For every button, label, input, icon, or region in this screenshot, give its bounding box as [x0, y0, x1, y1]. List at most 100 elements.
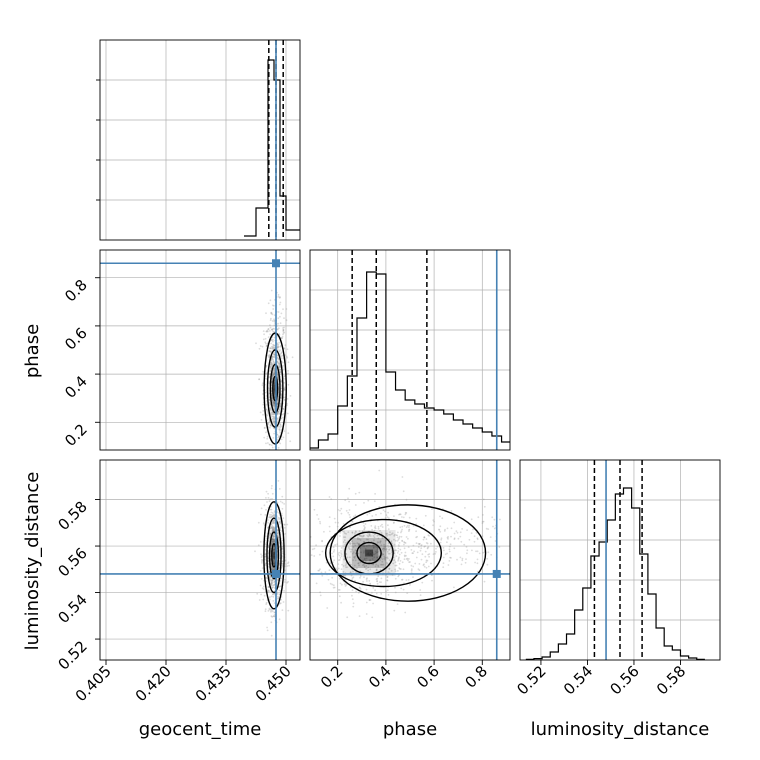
pair-phase-luminosity_distance-sample	[375, 578, 378, 581]
pair-phase-luminosity_distance-sample	[363, 527, 366, 530]
pair-geocent_time-luminosity_distance-sample	[271, 526, 273, 529]
pair-phase-luminosity_distance-sample	[328, 569, 331, 572]
pair-phase-luminosity_distance-sample	[408, 529, 410, 531]
pair-geocent_time-luminosity_distance-sample	[270, 582, 273, 585]
pair-phase-luminosity_distance-sample	[364, 548, 367, 550]
pair-geocent_time-phase-sample	[277, 446, 280, 449]
pair-phase-luminosity_distance-sample	[475, 532, 478, 534]
pair-geocent_time-luminosity_distance-sample	[278, 520, 281, 523]
pair-phase-luminosity_distance-sample	[387, 542, 390, 545]
pair-geocent_time-luminosity_distance-sample	[278, 539, 281, 541]
pair-geocent_time-phase-sample	[270, 339, 273, 341]
pair-geocent_time-phase-sample	[272, 358, 275, 361]
pair-geocent_time-phase-sample	[267, 336, 270, 338]
pair-geocent_time-phase-sample	[279, 370, 282, 373]
pair-phase-luminosity_distance-sample	[348, 509, 351, 511]
pair-phase-luminosity_distance-sample	[394, 561, 397, 564]
pair-geocent_time-luminosity_distance-sample	[273, 567, 276, 570]
pair-geocent_time-luminosity_distance-sample	[270, 615, 273, 618]
pair-phase-luminosity_distance-sample	[377, 527, 380, 530]
pair-geocent_time-phase-sample	[279, 402, 282, 405]
pair-geocent_time-luminosity_distance-sample	[269, 532, 271, 535]
pair-geocent_time-phase-sample	[273, 404, 276, 407]
pair-geocent_time-phase-sample	[286, 412, 289, 415]
pair-phase-luminosity_distance-sample	[410, 564, 413, 567]
pair-geocent_time-luminosity_distance-sample	[277, 595, 279, 598]
pair-geocent_time-phase-sample	[272, 330, 274, 333]
pair-phase-luminosity_distance-sample	[388, 552, 391, 555]
pair-phase-luminosity_distance-sample	[421, 581, 424, 584]
pair-geocent_time-luminosity_distance-sample	[273, 528, 276, 531]
pair-phase-luminosity_distance-sample	[349, 548, 351, 551]
pair-phase-luminosity_distance-sample	[318, 553, 321, 556]
pair-phase-luminosity_distance-sample	[397, 570, 399, 572]
pair-phase-luminosity_distance-sample	[401, 561, 404, 564]
pair-geocent_time-phase-sample	[283, 375, 286, 378]
pair-phase-luminosity_distance-sample	[375, 563, 378, 566]
pair-geocent_time-phase-truth-marker	[272, 259, 280, 268]
pair-geocent_time-phase-sample	[277, 322, 279, 325]
pair-phase-luminosity_distance-sample	[367, 499, 370, 502]
pair-phase-luminosity_distance-sample	[337, 559, 340, 562]
pair-phase-luminosity_distance-sample	[448, 545, 451, 548]
pair-geocent_time-luminosity_distance-sample	[283, 523, 285, 526]
pair-geocent_time-phase-sample	[272, 339, 274, 341]
pair-phase-luminosity_distance-sample	[353, 542, 356, 545]
pair-geocent_time-luminosity_distance-sample	[283, 590, 285, 592]
pair-geocent_time-phase-sample	[282, 330, 285, 332]
pair-geocent_time-phase-sample	[271, 356, 274, 359]
pair-phase-luminosity_distance-sample	[357, 536, 359, 539]
pair-phase-luminosity_distance-sample	[383, 547, 385, 549]
pair-geocent_time-phase-sample	[279, 403, 282, 406]
pair-phase-luminosity_distance-sample	[367, 569, 370, 572]
pair-phase-luminosity_distance-sample	[471, 549, 473, 552]
pair-phase-luminosity_distance-sample	[360, 551, 362, 554]
pair-geocent_time-luminosity_distance-sample	[267, 589, 270, 592]
pair-geocent_time-luminosity_distance-sample	[273, 548, 276, 551]
pair-geocent_time-phase-sample	[269, 324, 271, 326]
pair-phase-luminosity_distance-sample	[358, 586, 361, 589]
pair-geocent_time-phase-sample	[279, 442, 282, 445]
pair-phase-luminosity_distance-sample	[384, 556, 387, 559]
pair-phase-luminosity_distance-sample	[355, 531, 357, 533]
pair-phase-luminosity_distance-sample	[385, 548, 388, 550]
pair-phase-luminosity_distance-sample	[474, 561, 476, 564]
pair-phase-luminosity_distance-sample	[482, 520, 485, 523]
pair-geocent_time-luminosity_distance-sample	[278, 517, 281, 519]
pair-geocent_time-luminosity_distance-sample	[257, 544, 260, 547]
pair-geocent_time-luminosity_distance-sample	[272, 520, 275, 523]
pair-phase-luminosity_distance-sample	[382, 563, 385, 566]
pair-phase-luminosity_distance-sample	[324, 544, 327, 547]
pair-geocent_time-luminosity_distance-density-2	[272, 546, 276, 565]
pair-phase-luminosity_distance-sample	[466, 529, 468, 531]
pair-geocent_time-luminosity_distance-sample	[272, 537, 274, 540]
pair-geocent_time-phase-sample	[273, 367, 275, 370]
pair-phase-luminosity_distance-sample	[381, 558, 384, 561]
pair-phase-luminosity_distance-sample	[339, 535, 341, 537]
pair-geocent_time-phase-sample	[268, 350, 271, 353]
pair-geocent_time-phase-sample	[270, 289, 273, 292]
pair-geocent_time-luminosity_distance-sample	[272, 556, 275, 559]
pair-geocent_time-luminosity_distance-sample	[264, 553, 266, 556]
pair-phase-luminosity_distance-sample	[321, 550, 324, 553]
pair-geocent_time-luminosity_distance-sample	[272, 528, 275, 531]
pair-phase-luminosity_distance-sample	[457, 537, 460, 540]
pair-geocent_time-luminosity_distance-sample	[270, 526, 272, 528]
pair-phase-luminosity_distance-sample	[351, 598, 354, 601]
pair-geocent_time-phase-sample	[263, 333, 265, 336]
pair-geocent_time-luminosity_distance-sample	[272, 526, 275, 528]
pair-geocent_time-luminosity_distance-sample	[264, 514, 267, 516]
pair-geocent_time-phase-sample	[280, 312, 283, 315]
pair-geocent_time-phase-sample	[268, 356, 270, 358]
pair-geocent_time-luminosity_distance-sample	[270, 516, 272, 519]
pair-phase-luminosity_distance-sample	[337, 589, 340, 591]
pair-phase-luminosity_distance-sample	[426, 559, 429, 562]
pair-phase-luminosity_distance-sample	[419, 594, 422, 596]
pair-geocent_time-phase-sample	[279, 368, 282, 371]
pair-geocent_time-luminosity_distance-sample	[269, 527, 272, 530]
pair-geocent_time-luminosity_distance-sample	[273, 580, 276, 583]
pair-phase-luminosity_distance-sample	[385, 532, 387, 535]
pair-phase-luminosity_distance-plot	[310, 460, 510, 660]
pair-geocent_time-luminosity_distance-sample	[271, 537, 274, 539]
pair-phase-luminosity_distance-sample	[345, 563, 348, 565]
